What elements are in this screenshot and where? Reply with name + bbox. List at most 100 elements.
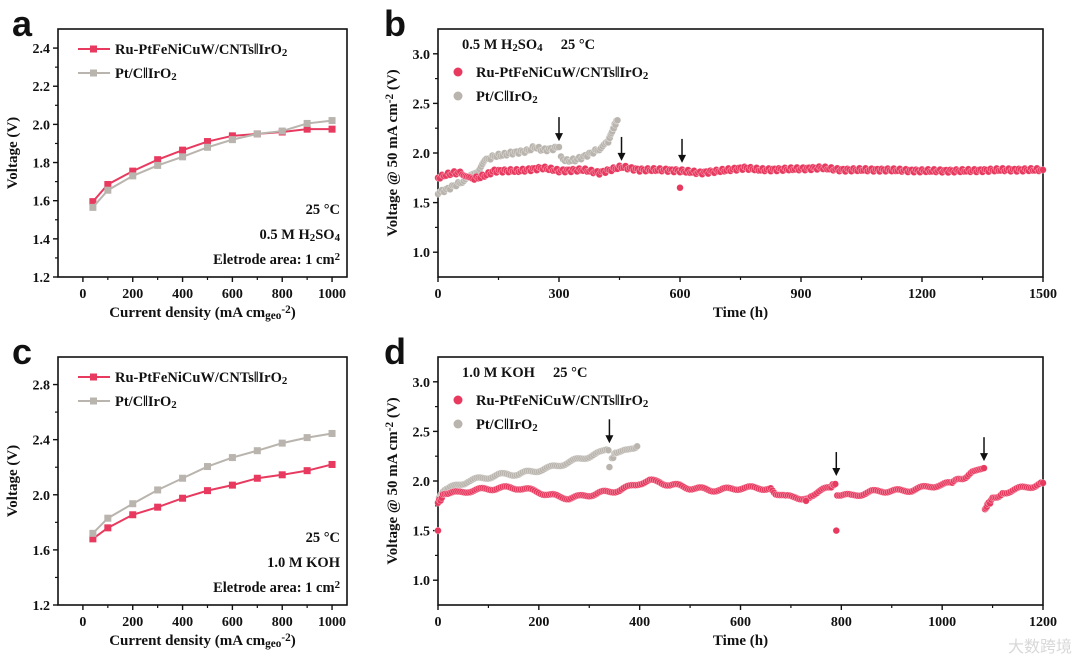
y-axis-label: Voltage (V) bbox=[5, 117, 21, 189]
data-point bbox=[303, 119, 311, 127]
x-tick-label: 1000 bbox=[318, 615, 346, 630]
x-axis-label: Time (h) bbox=[713, 633, 768, 649]
y-tick-label: 2.4 bbox=[33, 434, 51, 449]
x-tick-label: 400 bbox=[172, 287, 193, 302]
y-axis-label: Voltage @ 50 mA cm-2 (V) bbox=[384, 69, 401, 236]
y-tick-label: 2.0 bbox=[33, 489, 51, 504]
x-axis-label: Current density (mA cmgeo-2) bbox=[109, 632, 296, 650]
legend-label: Pt/C‖IrO2 bbox=[115, 66, 177, 83]
legend-marker bbox=[90, 45, 97, 53]
panel-letter: d bbox=[384, 331, 406, 372]
data-point bbox=[303, 434, 311, 442]
x-tick-label: 0 bbox=[79, 287, 86, 302]
data-point bbox=[980, 464, 988, 472]
y-tick-label: 1.5 bbox=[413, 525, 431, 540]
y-tick-label: 2.0 bbox=[33, 118, 51, 133]
x-tick-label: 300 bbox=[549, 287, 570, 302]
x-tick-label: 600 bbox=[670, 287, 691, 302]
annotation: 1.0 M KOH bbox=[267, 555, 341, 571]
plot-frame bbox=[57, 28, 348, 278]
legend-marker bbox=[90, 373, 97, 381]
data-point bbox=[328, 117, 336, 125]
x-tick-label: 400 bbox=[629, 615, 650, 630]
y-tick-label: 1.5 bbox=[413, 197, 431, 212]
data-point bbox=[179, 153, 187, 161]
data-point bbox=[605, 463, 614, 471]
legend-label: Pt/C‖IrO2 bbox=[476, 89, 538, 106]
data-point bbox=[154, 156, 162, 164]
data-point bbox=[802, 497, 810, 505]
x-axis-label: Time (h) bbox=[713, 305, 768, 321]
y-tick-label: 3.0 bbox=[413, 376, 431, 391]
data-point bbox=[228, 132, 236, 140]
data-point bbox=[179, 474, 187, 482]
data-point bbox=[129, 172, 137, 180]
data-point bbox=[228, 481, 236, 489]
annotation: 0.5 M H2SO4 bbox=[259, 227, 340, 244]
y-tick-label: 1.0 bbox=[413, 246, 431, 261]
arrow-head bbox=[678, 154, 687, 163]
plot-frame bbox=[57, 356, 348, 606]
x-tick-label: 800 bbox=[272, 287, 293, 302]
data-point bbox=[203, 138, 211, 146]
x-tick-label: 600 bbox=[222, 615, 243, 630]
y-tick-label: 2.0 bbox=[413, 475, 431, 490]
data-point bbox=[129, 511, 137, 519]
y-tick-label: 1.2 bbox=[33, 271, 51, 286]
x-tick-label: 800 bbox=[272, 615, 293, 630]
data-point bbox=[104, 524, 112, 532]
data-point bbox=[253, 447, 261, 455]
series-line-0 bbox=[92, 463, 333, 540]
x-tick-label: 200 bbox=[122, 615, 143, 630]
data-point bbox=[228, 136, 236, 144]
legend-marker bbox=[453, 91, 463, 101]
legend-marker bbox=[453, 419, 463, 429]
x-tick-label: 1200 bbox=[1029, 615, 1057, 630]
legend-marker bbox=[90, 397, 97, 405]
legend-label: Pt/C‖IrO2 bbox=[115, 394, 177, 411]
panel-letter: b bbox=[384, 3, 406, 44]
data-point bbox=[328, 429, 336, 437]
annotation: 25 °C bbox=[306, 530, 340, 546]
x-tick-label: 0 bbox=[435, 615, 442, 630]
data-point bbox=[555, 143, 563, 151]
data-point bbox=[104, 514, 112, 522]
series-line-1 bbox=[92, 432, 333, 535]
data-point bbox=[328, 125, 336, 133]
y-tick-label: 2.8 bbox=[33, 379, 51, 394]
legend-marker bbox=[453, 395, 463, 405]
data-point bbox=[434, 526, 442, 535]
data-point bbox=[154, 486, 162, 494]
annotation: Eletrode area: 1 cm2 bbox=[213, 251, 340, 268]
legend-label: Ru-PtFeNiCuW/CNTs‖IrO2 bbox=[115, 42, 287, 59]
y-tick-label: 2.0 bbox=[413, 147, 431, 162]
data-point bbox=[89, 535, 97, 543]
data-point bbox=[228, 454, 236, 462]
x-tick-label: 400 bbox=[172, 615, 193, 630]
data-point bbox=[179, 494, 187, 502]
arrow-head bbox=[980, 453, 989, 462]
series-line-0 bbox=[92, 128, 333, 203]
y-tick-label: 1.2 bbox=[33, 599, 51, 614]
condition-label: 1.0 M KOH 25 °C bbox=[462, 365, 587, 381]
x-tick-label: 900 bbox=[791, 287, 812, 302]
y-tick-label: 2.5 bbox=[413, 425, 431, 440]
legend-label: Ru-PtFeNiCuW/CNTs‖IrO2 bbox=[115, 370, 287, 387]
x-tick-label: 1200 bbox=[908, 287, 936, 302]
data-point bbox=[154, 503, 162, 511]
y-axis-label: Voltage @ 50 mA cm-2 (V) bbox=[384, 397, 401, 564]
panel-b: b 0 300 600 900 1200 1500 1.0 1.5 2.0 2.5 3.0 Time (… bbox=[384, 3, 1057, 321]
data-point bbox=[676, 184, 684, 192]
x-tick-label: 200 bbox=[122, 287, 143, 302]
watermark: 大数跨境 bbox=[1008, 637, 1072, 656]
data-point bbox=[832, 526, 840, 535]
x-tick-label: 1000 bbox=[318, 287, 346, 302]
x-tick-label: 1500 bbox=[1029, 287, 1057, 302]
y-tick-label: 1.4 bbox=[33, 233, 51, 248]
data-point bbox=[104, 180, 112, 188]
data-point bbox=[253, 130, 261, 138]
x-tick-label: 200 bbox=[528, 615, 549, 630]
arrow-head bbox=[832, 468, 841, 477]
legend-marker bbox=[453, 67, 463, 77]
